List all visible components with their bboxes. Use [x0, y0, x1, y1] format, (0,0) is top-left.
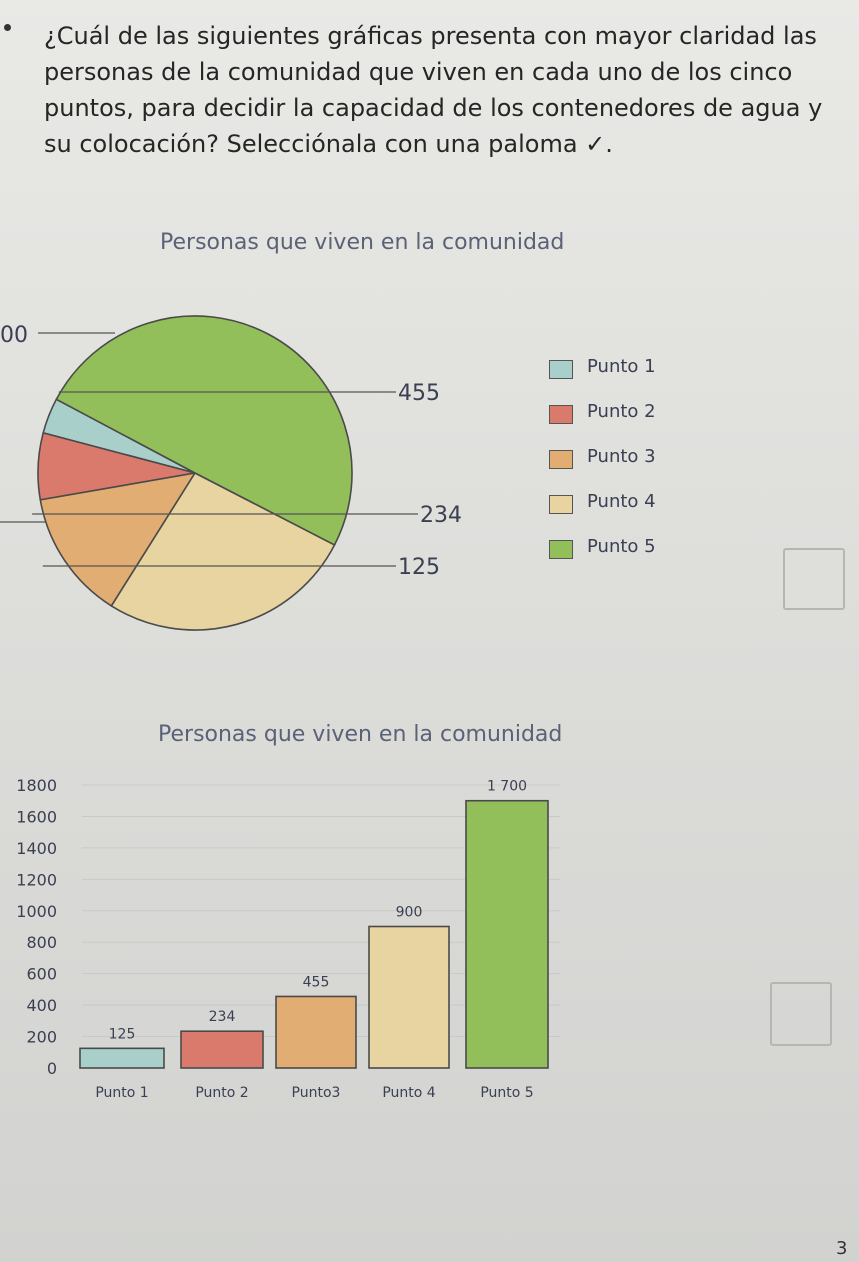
- legend-label-2: Punto 2: [587, 401, 656, 422]
- bar-ytick-3: 600: [26, 965, 57, 984]
- legend-swatch-1: [549, 360, 573, 379]
- legend-swatch-4: [549, 495, 573, 514]
- page-number: 3: [836, 1238, 848, 1259]
- bar-ytick-5: 1000: [16, 902, 57, 921]
- bar-data-label-5: 1 700: [487, 779, 527, 795]
- bar-ytick-1: 200: [26, 1028, 57, 1047]
- pie-chart: 00 455 234 125: [0, 315, 462, 631]
- bar-category-label-1: Punto 1: [95, 1085, 148, 1101]
- pie-callout-label-2: 234: [420, 503, 462, 528]
- bar-data-label-2: 234: [209, 1009, 236, 1025]
- bar-chart-title: Personas que viven en la comunidad: [158, 722, 563, 747]
- bar-data-label-1: 125: [109, 1026, 136, 1042]
- legend-item-2: Punto 2: [545, 401, 705, 446]
- bar-5: [465, 799, 549, 1069]
- legend-item-5: Punto 5: [545, 536, 705, 581]
- answer-box-bar[interactable]: [770, 982, 832, 1046]
- bar-ytick-0: 0: [47, 1059, 57, 1078]
- bar-ytick-6: 1200: [16, 870, 57, 889]
- bar-2: [180, 1030, 264, 1069]
- legend-item-4: Punto 4: [545, 491, 705, 536]
- legend-swatch-3: [549, 450, 573, 469]
- legend-swatch-2: [549, 405, 573, 424]
- pie-callout-label-3: 125: [398, 555, 440, 580]
- answer-box-pie[interactable]: [783, 548, 845, 610]
- legend-label-4: Punto 4: [587, 491, 656, 512]
- bar-ytick-4: 800: [26, 933, 57, 952]
- bar-ytick-7: 1400: [16, 839, 57, 858]
- bar-1: [79, 1047, 165, 1069]
- bar-data-label-4: 900: [396, 905, 423, 921]
- bar-category-label-2: Punto 2: [195, 1085, 248, 1101]
- pie-chart-title: Personas que viven en la comunidad: [160, 230, 565, 255]
- bar-ytick-2: 400: [26, 996, 57, 1015]
- bar-category-label-5: Punto 5: [480, 1085, 533, 1101]
- bar-category-label-4: Punto 4: [382, 1085, 435, 1101]
- pie-slice-3: [39, 471, 197, 608]
- question-bullet: [4, 24, 11, 31]
- bar-category-label-3: Punto3: [292, 1085, 341, 1101]
- bar-3: [275, 995, 357, 1069]
- pie-fragment-label: 00: [0, 323, 28, 348]
- legend-label-1: Punto 1: [587, 356, 656, 377]
- legend-item-1: Punto 1: [545, 356, 705, 401]
- bar-4: [368, 925, 450, 1069]
- bar-ytick-9: 1800: [16, 776, 57, 795]
- pie-callout-label-1: 455: [398, 381, 440, 406]
- pie-legend: Punto 1 Punto 2 Punto 3 Punto 4 Punto 5: [545, 356, 705, 581]
- question-text: ¿Cuál de las siguientes gráficas present…: [44, 22, 823, 158]
- legend-label-5: Punto 5: [587, 536, 656, 557]
- legend-label-3: Punto 3: [587, 446, 656, 467]
- legend-swatch-5: [549, 540, 573, 559]
- legend-item-3: Punto 3: [545, 446, 705, 491]
- bar-ytick-8: 1600: [16, 807, 57, 826]
- pie-slice-5: [55, 315, 353, 546]
- bar-data-label-3: 455: [303, 974, 330, 990]
- pie-slice-4: [110, 471, 336, 631]
